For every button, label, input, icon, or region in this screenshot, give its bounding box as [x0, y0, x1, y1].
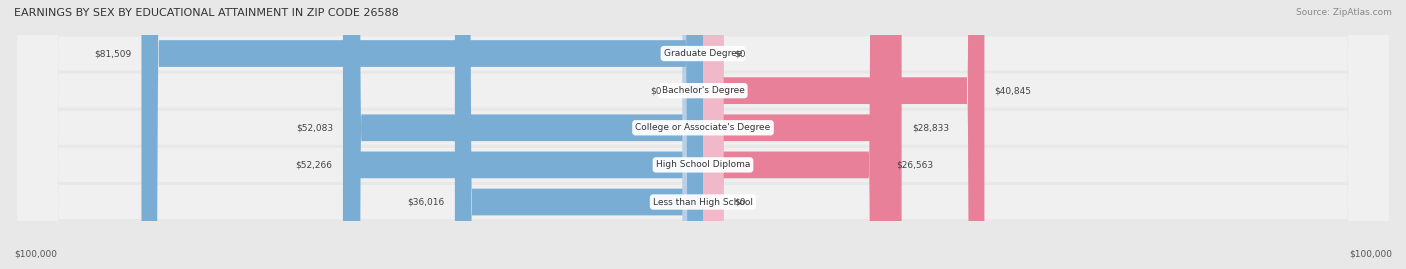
FancyBboxPatch shape [703, 0, 724, 269]
FancyBboxPatch shape [703, 0, 984, 269]
FancyBboxPatch shape [17, 0, 1389, 269]
Text: $100,000: $100,000 [1348, 249, 1392, 258]
FancyBboxPatch shape [703, 0, 901, 269]
FancyBboxPatch shape [703, 0, 886, 269]
FancyBboxPatch shape [142, 0, 703, 269]
Text: $52,266: $52,266 [295, 160, 333, 169]
FancyBboxPatch shape [344, 0, 703, 269]
Text: $0: $0 [734, 197, 745, 207]
FancyBboxPatch shape [456, 0, 703, 269]
Text: Less than High School: Less than High School [652, 197, 754, 207]
Text: $81,509: $81,509 [94, 49, 131, 58]
Text: $0: $0 [650, 86, 662, 95]
Text: $36,016: $36,016 [408, 197, 444, 207]
Text: $52,083: $52,083 [297, 123, 333, 132]
Text: Graduate Degree: Graduate Degree [664, 49, 742, 58]
Text: Bachelor's Degree: Bachelor's Degree [662, 86, 744, 95]
Text: $0: $0 [734, 49, 745, 58]
Text: Source: ZipAtlas.com: Source: ZipAtlas.com [1296, 8, 1392, 17]
Text: EARNINGS BY SEX BY EDUCATIONAL ATTAINMENT IN ZIP CODE 26588: EARNINGS BY SEX BY EDUCATIONAL ATTAINMEN… [14, 8, 399, 18]
FancyBboxPatch shape [682, 0, 703, 269]
FancyBboxPatch shape [17, 0, 1389, 269]
Text: College or Associate's Degree: College or Associate's Degree [636, 123, 770, 132]
FancyBboxPatch shape [703, 0, 724, 269]
Text: $40,845: $40,845 [994, 86, 1032, 95]
Text: $26,563: $26,563 [897, 160, 934, 169]
FancyBboxPatch shape [17, 0, 1389, 269]
FancyBboxPatch shape [17, 0, 1389, 269]
FancyBboxPatch shape [17, 0, 1389, 269]
FancyBboxPatch shape [343, 0, 703, 269]
Text: High School Diploma: High School Diploma [655, 160, 751, 169]
Text: $100,000: $100,000 [14, 249, 58, 258]
Text: $28,833: $28,833 [912, 123, 949, 132]
